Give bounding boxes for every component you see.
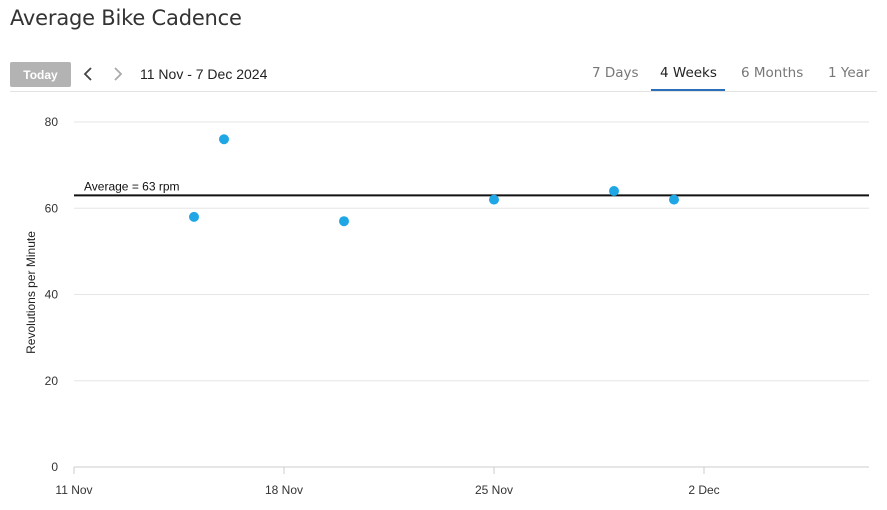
y-tick-label: 0 xyxy=(51,460,58,474)
y-tick-label: 60 xyxy=(45,201,59,215)
tab-7-days[interactable]: 7 Days xyxy=(592,65,639,81)
data-point xyxy=(339,216,349,227)
date-range-label: 11 Nov - 7 Dec 2024 xyxy=(140,66,268,82)
x-tick-label: 25 Nov xyxy=(475,483,513,497)
grid-lines xyxy=(74,121,869,382)
toolbar: Today 11 Nov - 7 Dec 2024 7 Days 4 Weeks… xyxy=(0,60,887,92)
toolbar-divider xyxy=(10,91,877,92)
data-point xyxy=(669,194,679,205)
x-tick-label: 2 Dec xyxy=(688,483,719,497)
y-tick-label: 20 xyxy=(45,374,59,388)
average-line-group: Average = 63 rpm xyxy=(74,179,869,197)
x-tick-label: 18 Nov xyxy=(265,483,303,497)
x-tick-label: 11 Nov xyxy=(55,483,92,497)
y-tick-label: 80 xyxy=(45,115,59,129)
active-tab-indicator xyxy=(651,89,725,91)
average-label: Average = 63 rpm xyxy=(84,179,180,193)
tab-1-year[interactable]: 1 Year xyxy=(828,65,870,81)
axes: 0 20 40 60 80 11 Nov 18 Nov 25 Nov 2 Dec Revoluti… xyxy=(24,115,869,497)
tab-6-months[interactable]: 6 Months xyxy=(741,65,804,81)
page-title: Average Bike Cadence xyxy=(10,6,242,30)
y-tick-label: 40 xyxy=(45,288,59,302)
data-point xyxy=(489,194,499,205)
data-point xyxy=(219,134,229,145)
chevron-left-icon[interactable] xyxy=(80,65,98,83)
data-point xyxy=(609,186,619,196)
tab-4-weeks[interactable]: 4 Weeks xyxy=(660,65,717,81)
y-axis-label: Revolutions per Minute xyxy=(24,231,38,354)
chevron-right-icon[interactable] xyxy=(108,65,126,83)
today-button[interactable]: Today xyxy=(10,62,71,87)
data-point xyxy=(189,211,199,222)
data-points xyxy=(189,134,679,227)
